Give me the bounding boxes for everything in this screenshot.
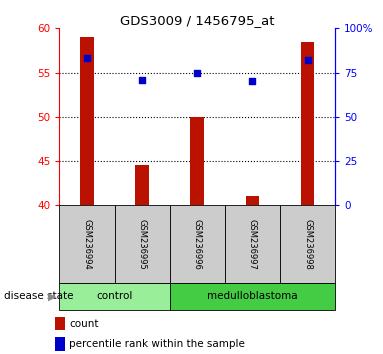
- Text: GSM236996: GSM236996: [193, 219, 202, 270]
- Text: GSM236998: GSM236998: [303, 219, 312, 270]
- Bar: [80, 37, 94, 205]
- Point: [139, 77, 145, 82]
- Bar: [170, 283, 335, 310]
- Text: ▶: ▶: [48, 291, 56, 302]
- Text: medulloblastoma: medulloblastoma: [207, 291, 298, 302]
- Bar: [246, 196, 259, 205]
- Bar: [55, 317, 65, 331]
- Text: GSM236995: GSM236995: [137, 219, 147, 270]
- Point: [304, 57, 311, 63]
- Text: GSM236994: GSM236994: [82, 219, 92, 270]
- Bar: [55, 337, 65, 351]
- Text: count: count: [69, 319, 99, 329]
- Text: control: control: [97, 291, 133, 302]
- Bar: [135, 166, 149, 205]
- Point: [84, 56, 90, 61]
- Text: GSM236997: GSM236997: [248, 219, 257, 270]
- Bar: [59, 283, 170, 310]
- Bar: [280, 205, 335, 283]
- Text: disease state: disease state: [4, 291, 73, 302]
- Point: [194, 70, 200, 75]
- Bar: [225, 205, 280, 283]
- Bar: [170, 205, 225, 283]
- Title: GDS3009 / 1456795_at: GDS3009 / 1456795_at: [120, 14, 275, 27]
- Bar: [190, 117, 204, 205]
- Text: percentile rank within the sample: percentile rank within the sample: [69, 339, 245, 349]
- Bar: [301, 42, 314, 205]
- Point: [249, 79, 255, 84]
- Bar: [115, 205, 170, 283]
- Bar: [59, 205, 115, 283]
